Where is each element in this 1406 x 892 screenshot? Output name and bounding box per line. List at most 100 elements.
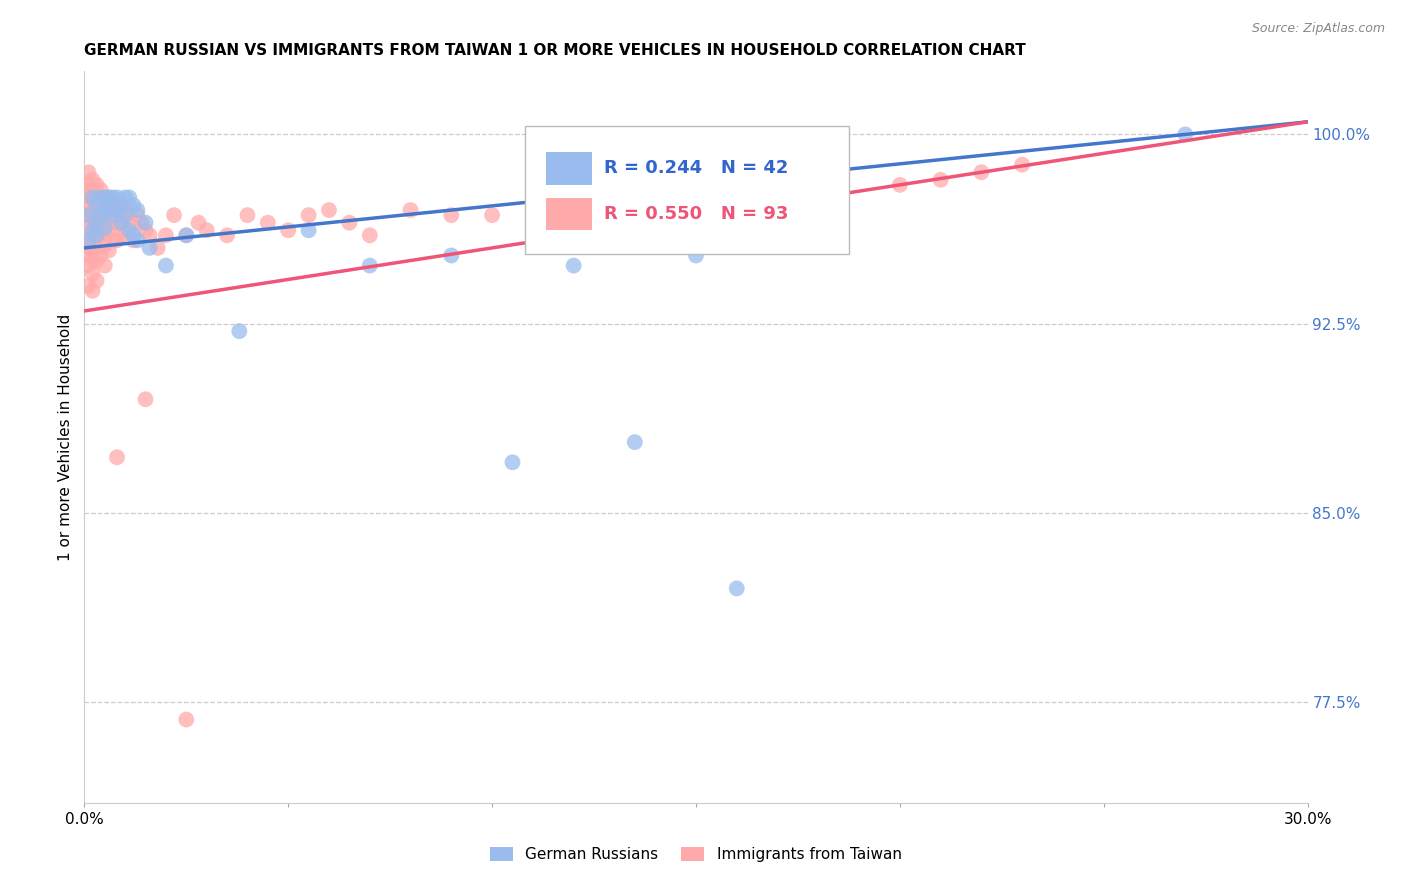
Point: [562, 203, 585, 218]
Point: [163, 208, 186, 222]
FancyBboxPatch shape: [546, 153, 592, 185]
Point: [77, 216, 100, 230]
Point: [105, 203, 128, 218]
Point: [440, 208, 463, 222]
Point: [481, 208, 503, 222]
Point: [1174, 128, 1197, 142]
Point: [90, 213, 112, 227]
Point: [929, 173, 952, 187]
Point: [77, 198, 100, 212]
Point: [90, 208, 112, 222]
Point: [86, 216, 108, 230]
Point: [1011, 158, 1033, 172]
Point: [217, 228, 239, 243]
Point: [339, 216, 361, 230]
Point: [97, 203, 120, 218]
Point: [97, 208, 120, 222]
Point: [97, 190, 120, 204]
Point: [277, 223, 299, 237]
Point: [86, 178, 108, 192]
Point: [90, 198, 112, 212]
Point: [90, 248, 112, 262]
Point: [174, 713, 197, 727]
Point: [118, 223, 141, 237]
Point: [93, 223, 115, 237]
Point: [257, 216, 280, 230]
Point: [502, 455, 524, 469]
Point: [101, 208, 124, 222]
Point: [90, 228, 112, 243]
Point: [562, 259, 585, 273]
Point: [97, 190, 120, 204]
Point: [522, 198, 544, 212]
Point: [82, 190, 104, 204]
Point: [77, 208, 100, 222]
Point: [155, 228, 177, 243]
Point: [624, 435, 647, 450]
Point: [101, 190, 124, 204]
Point: [105, 190, 128, 204]
Point: [82, 228, 104, 243]
Point: [82, 216, 104, 230]
Point: [122, 198, 145, 212]
Point: [440, 248, 463, 262]
Point: [138, 241, 160, 255]
Point: [110, 228, 132, 243]
Point: [122, 216, 145, 230]
Point: [399, 203, 422, 218]
Point: [889, 178, 911, 192]
Point: [77, 241, 100, 255]
Point: [97, 244, 120, 258]
Point: [86, 228, 108, 243]
Point: [725, 198, 748, 212]
Point: [82, 183, 104, 197]
Point: [93, 208, 115, 222]
Point: [318, 203, 340, 218]
Point: [195, 223, 218, 237]
FancyBboxPatch shape: [546, 198, 592, 230]
Point: [127, 233, 149, 247]
Point: [101, 233, 124, 247]
Point: [131, 216, 153, 230]
Text: R = 0.244   N = 42: R = 0.244 N = 42: [605, 160, 789, 178]
Legend: German Russians, Immigrants from Taiwan: German Russians, Immigrants from Taiwan: [484, 841, 908, 868]
Point: [114, 203, 136, 218]
Point: [135, 223, 157, 237]
Point: [725, 582, 748, 596]
Point: [127, 208, 149, 222]
Point: [685, 248, 707, 262]
Point: [135, 392, 157, 407]
Point: [77, 248, 100, 262]
Point: [77, 228, 100, 243]
Point: [122, 233, 145, 247]
Point: [93, 238, 115, 252]
Text: Source: ZipAtlas.com: Source: ZipAtlas.com: [1251, 22, 1385, 36]
Point: [298, 208, 321, 222]
Point: [86, 253, 108, 268]
Point: [93, 220, 115, 235]
Point: [155, 259, 177, 273]
Point: [135, 216, 157, 230]
Point: [127, 203, 149, 218]
Point: [93, 190, 115, 204]
Point: [118, 208, 141, 222]
Point: [110, 216, 132, 230]
Point: [970, 165, 993, 179]
Point: [86, 190, 108, 204]
Point: [118, 190, 141, 204]
Point: [644, 198, 666, 212]
Point: [174, 228, 197, 243]
Point: [174, 228, 197, 243]
Point: [359, 259, 381, 273]
Point: [86, 203, 108, 218]
Point: [82, 173, 104, 187]
Point: [228, 324, 250, 338]
Point: [685, 203, 707, 218]
Point: [93, 259, 115, 273]
Point: [90, 183, 112, 197]
Point: [93, 203, 115, 218]
Point: [77, 178, 100, 192]
Point: [86, 241, 108, 255]
Point: [187, 216, 209, 230]
Point: [105, 198, 128, 212]
